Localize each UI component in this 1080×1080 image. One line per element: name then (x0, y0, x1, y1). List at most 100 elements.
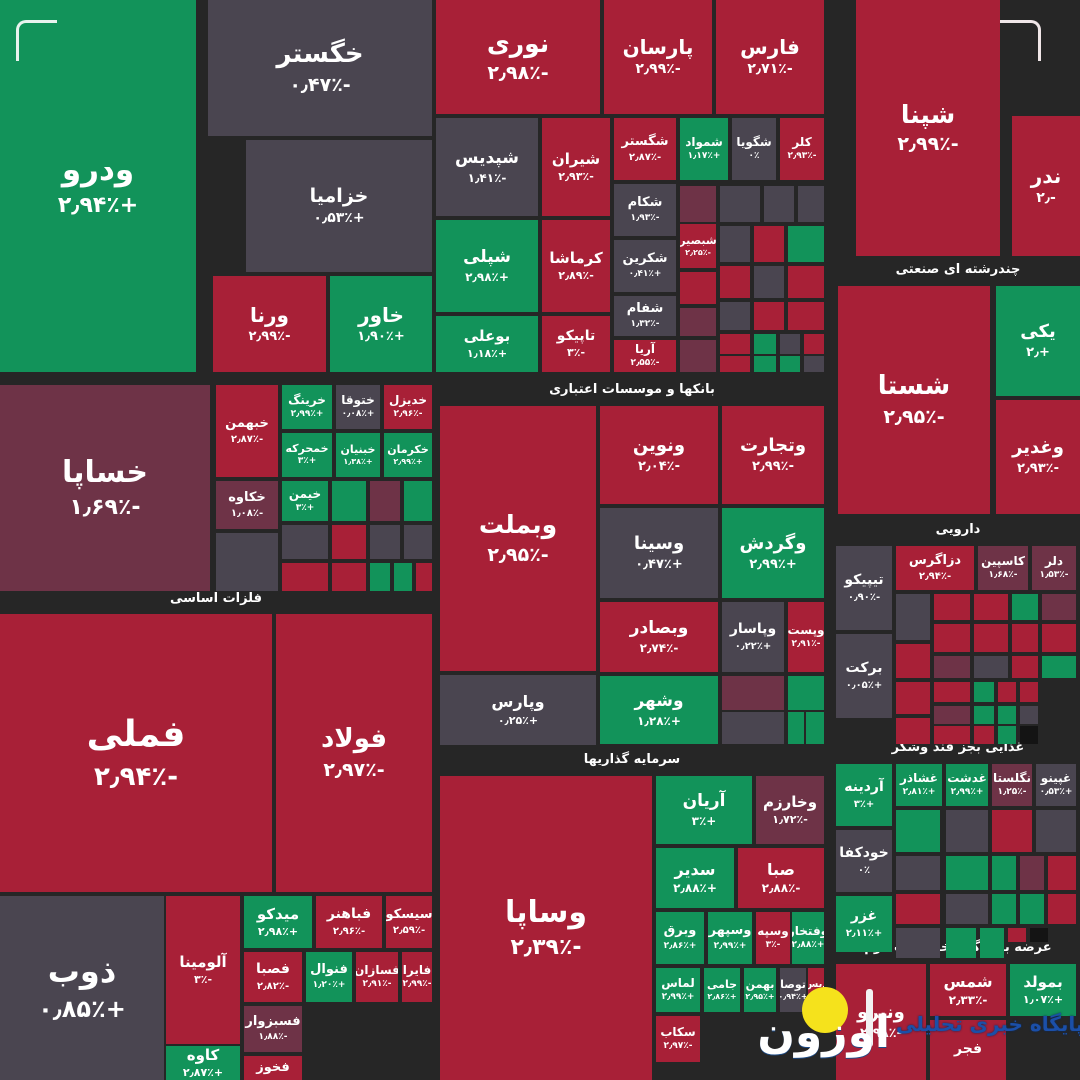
treemap-cell-arya[interactable]: آریا -۲٫۵۵٪ (614, 340, 676, 372)
treemap-cell-golesta[interactable]: نگلستا -۱٫۲۵٪ (992, 764, 1032, 806)
treemap-cell-ghapino[interactable]: غپینو +۰٫۵۳٪ (1036, 764, 1076, 806)
treemap-cell-tadbis[interactable]: دیس-۲٫۹۷٪ (808, 968, 824, 1012)
treemap-cell-sakab[interactable]: سکاب -۲٫۹۷٪ (656, 1016, 700, 1062)
treemap-cell-vashahr[interactable]: وشهر +۱٫۲۸٪ (600, 676, 718, 744)
treemap-micro-cell[interactable] (806, 712, 824, 744)
treemap-cell-vanovin[interactable]: ونوین -۲٫۰۴٪ (600, 406, 718, 504)
treemap-micro-cell[interactable] (788, 676, 824, 710)
treemap-micro-cell[interactable] (332, 563, 366, 591)
treemap-micro-cell[interactable] (404, 525, 432, 559)
treemap-micro-cell[interactable] (934, 706, 970, 724)
treemap-cell-shafam[interactable]: شفام -۱٫۳۲٪ (614, 296, 676, 336)
treemap-micro-cell[interactable] (370, 525, 400, 559)
treemap-micro-cell[interactable] (720, 226, 750, 262)
treemap-micro-cell[interactable] (946, 856, 988, 890)
treemap-micro-cell[interactable] (1042, 594, 1076, 620)
treemap-cell-shabsir[interactable]: شبصیر -۲٫۲۵٪ (680, 224, 716, 268)
treemap-micro-cell[interactable] (934, 656, 970, 678)
treemap-cell-berkat[interactable]: برکت +۰٫۰۵٪ (836, 634, 892, 718)
treemap-micro-cell[interactable] (1042, 656, 1076, 678)
treemap-micro-cell[interactable] (282, 525, 328, 559)
treemap-cell-fajr[interactable]: فجر (930, 1020, 1006, 1080)
treemap-cell-shgoya[interactable]: شگویا ۰٪ (732, 118, 776, 180)
treemap-micro-cell[interactable] (934, 682, 970, 702)
treemap-cell-khsapa[interactable]: خساپا -۱٫۶۹٪ (0, 385, 210, 591)
treemap-cell-khdizel[interactable]: خدیزل -۲٫۹۶٪ (384, 385, 432, 429)
treemap-cell-shamvad[interactable]: شمواد +۱٫۱۷٪ (680, 118, 728, 180)
treemap-cell-vakharazm[interactable]: وخارزم -۱٫۷۲٪ (756, 776, 824, 844)
treemap-micro-cell[interactable] (1020, 682, 1038, 702)
treemap-micro-cell[interactable] (946, 894, 988, 924)
treemap-micro-cell[interactable] (1048, 856, 1076, 890)
treemap-cell-vagardesh[interactable]: وگردش +۲٫۹۹٪ (722, 508, 824, 598)
treemap-cell-shiran[interactable]: شیران -۲٫۹۳٪ (542, 118, 610, 216)
treemap-micro-cell[interactable] (896, 594, 930, 640)
treemap-micro-cell[interactable] (974, 594, 1008, 620)
treemap-micro-cell[interactable] (1012, 594, 1038, 620)
treemap-cell-fanaval[interactable]: فنوال +۱٫۲۰٪ (306, 952, 352, 1002)
treemap-cell-shapli[interactable]: شپلی +۲٫۹۸٪ (436, 220, 538, 312)
treemap-cell-shekarin[interactable]: شکرین +۰٫۴۱٪ (614, 240, 676, 292)
treemap-micro-cell[interactable] (680, 272, 716, 304)
treemap-micro-cell[interactable] (722, 676, 784, 710)
treemap-cell-lamas[interactable]: لماس +۲٫۹۹٪ (656, 968, 700, 1012)
treemap-micro-cell[interactable] (416, 563, 432, 591)
treemap-micro-cell[interactable] (896, 810, 940, 852)
treemap-cell-kaveh[interactable]: کاوه +۲٫۸۷٪ (166, 1046, 240, 1080)
treemap-micro-cell[interactable] (754, 302, 784, 330)
treemap-cell-khmoharreke[interactable]: خمحرکه +۳٪ (282, 433, 332, 477)
treemap-cell-varna[interactable]: ورنا -۲٫۹۹٪ (213, 276, 326, 372)
treemap-cell-fars[interactable]: فارس -۲٫۷۱٪ (716, 0, 824, 114)
treemap-micro-cell[interactable] (720, 266, 750, 298)
treemap-micro-cell[interactable] (754, 226, 784, 262)
treemap-cell-vaghadir[interactable]: وغدیر -۲٫۹۳٪ (996, 400, 1080, 514)
treemap-cell-ghashazar[interactable]: غشاذر +۲٫۸۱٪ (896, 764, 942, 806)
treemap-cell-vasepehr[interactable]: وسپهر +۲٫۹۹٪ (708, 912, 752, 964)
treemap-micro-cell[interactable] (896, 894, 940, 924)
treemap-cell-vabmellat[interactable]: وبملت -۲٫۹۵٪ (440, 406, 596, 671)
treemap-cell-vaniki[interactable]: یکی +۲٫ (996, 286, 1080, 396)
treemap-micro-cell[interactable] (1020, 706, 1038, 724)
treemap-micro-cell[interactable] (992, 894, 1016, 924)
treemap-cell-fasazan[interactable]: فسازان -۲٫۹۱٪ (356, 952, 398, 1002)
treemap-micro-cell[interactable] (896, 682, 930, 714)
treemap-micro-cell[interactable] (788, 712, 804, 744)
treemap-micro-cell[interactable] (722, 712, 784, 744)
treemap-cell-fayra[interactable]: فایرا -۲٫۹۹٪ (402, 952, 432, 1002)
treemap-micro-cell[interactable] (680, 308, 716, 336)
treemap-cell-booali[interactable]: بوعلی +۱٫۱۸٪ (436, 316, 538, 372)
treemap-cell-vaftekhar[interactable]: وفتخار +۲٫۸۸٪ (792, 912, 824, 964)
treemap-cell-saba[interactable]: صبا -۲٫۸۸٪ (738, 848, 824, 908)
treemap-cell-vasina[interactable]: وسینا +۰٫۴۷٪ (600, 508, 718, 598)
treemap-micro-cell[interactable] (720, 186, 760, 222)
treemap-cell-shams[interactable]: شمس -۲٫۳۳٪ (930, 964, 1006, 1016)
treemap-cell-jami[interactable]: جامی +۲٫۸۶٪ (704, 968, 740, 1012)
treemap-micro-cell[interactable] (974, 624, 1008, 652)
treemap-micro-cell[interactable] (992, 810, 1032, 852)
treemap-cell-vapasargad[interactable]: وپاسار +۰٫۲۲٪ (722, 602, 784, 672)
treemap-cell-shasta[interactable]: شستا -۲٫۹۵٪ (838, 286, 990, 514)
treemap-cell-khbonyan[interactable]: خبنیان +۱٫۳۸٪ (336, 433, 380, 477)
treemap-micro-cell[interactable] (720, 356, 750, 372)
treemap-micro-cell[interactable] (992, 856, 1016, 890)
treemap-micro-cell[interactable] (788, 266, 824, 298)
treemap-cell-ghazar[interactable]: غزر +۲٫۱۱٪ (836, 896, 892, 952)
treemap-cell-zob[interactable]: ذوب +۰٫۸۵٪ (0, 896, 164, 1080)
treemap-cell-vaniro[interactable]: ونیرو -۲٫۹۸٪ (836, 964, 926, 1080)
treemap-cell-fasabzevar[interactable]: فسبزوار -۱٫۸۸٪ (244, 1006, 302, 1052)
treemap-micro-cell[interactable] (934, 594, 970, 620)
treemap-cell-vatejarat[interactable]: وتجارت -۲٫۹۹٪ (722, 406, 824, 504)
treemap-cell-vaspeh[interactable]: وسپه -۳٪ (756, 912, 790, 964)
treemap-cell-caspian[interactable]: کاسپین -۱٫۶۸٪ (978, 546, 1028, 590)
treemap-cell-khazamia[interactable]: خزامیا +۰٫۵۳٪ (246, 140, 432, 272)
treemap-micro-cell[interactable] (370, 563, 390, 591)
treemap-micro-cell[interactable] (720, 334, 750, 354)
treemap-micro-cell[interactable] (974, 682, 994, 702)
treemap-micro-cell[interactable] (974, 726, 994, 744)
treemap-micro-cell[interactable] (980, 928, 1004, 958)
treemap-micro-cell[interactable] (896, 644, 930, 678)
treemap-micro-cell[interactable] (394, 563, 412, 591)
treemap-cell-khkerman[interactable]: خکرمان +۲٫۹۹٪ (384, 433, 432, 477)
treemap-cell-vabargh[interactable]: وبرق +۲٫۸۶٪ (656, 912, 704, 964)
treemap-micro-cell[interactable] (1012, 656, 1038, 678)
